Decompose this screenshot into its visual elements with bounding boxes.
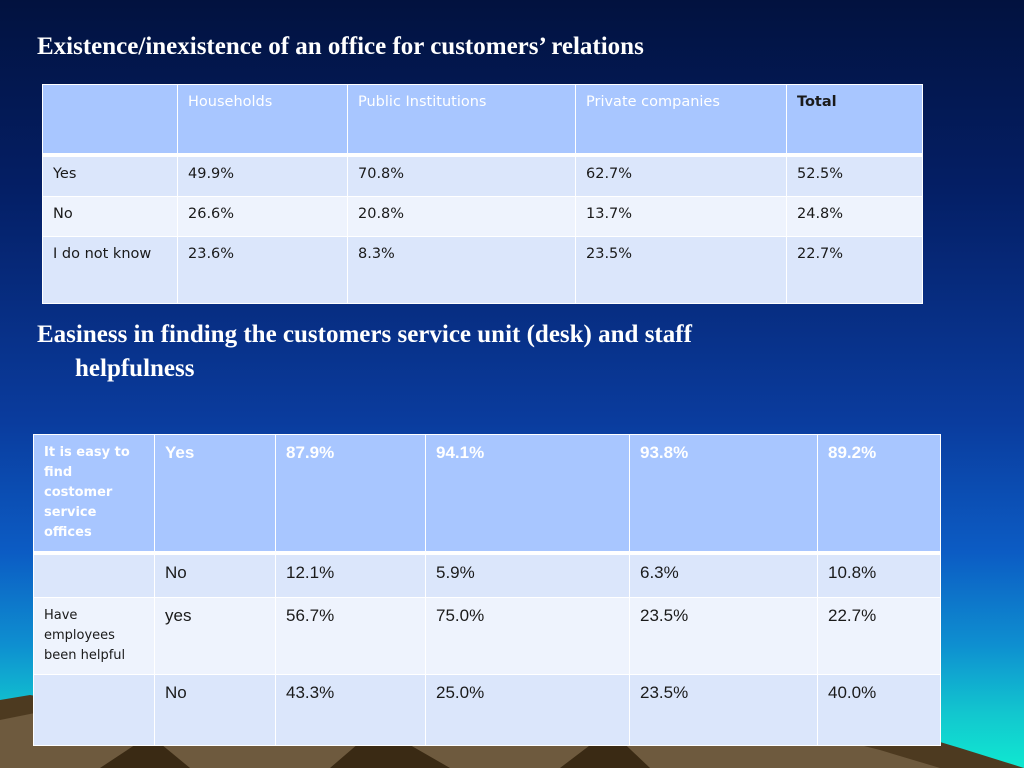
table-cell: No [154, 674, 276, 746]
table-cell: 75.0% [425, 597, 630, 675]
service-helpfulness-table: It is easy to find costomer service offi… [33, 434, 941, 746]
office-existence-table: Households Public Institutions Private c… [42, 84, 923, 304]
table-cell: yes [154, 597, 276, 675]
table-cell: 23.5% [575, 236, 787, 304]
table-cell: 87.9% [275, 434, 426, 555]
table-row: No 12.1% 5.9% 6.3% 10.8% [33, 552, 941, 598]
table-cell: 62.7% [575, 154, 787, 197]
row-label: I do not know [42, 236, 178, 304]
header-cell-public-institutions: Public Institutions [347, 84, 576, 157]
table-cell: 20.8% [347, 196, 576, 237]
slide-heading-office-existence: Existence/inexistence of an office for c… [37, 33, 644, 60]
heading-line-2: helpfulness [75, 355, 195, 382]
table-cell: 8.3% [347, 236, 576, 304]
table-cell: 13.7% [575, 196, 787, 237]
table-row: No 26.6% 20.8% 13.7% 24.8% [42, 196, 923, 237]
table-cell: 23.6% [177, 236, 348, 304]
table-cell: 93.8% [629, 434, 818, 555]
table-cell: 43.3% [275, 674, 426, 746]
table-cell: 12.1% [275, 552, 426, 598]
slide-heading-easiness-helpfulness: Easiness in finding the customers servic… [37, 318, 897, 386]
header-cell-total: Total [786, 84, 923, 157]
table-header-row: It is easy to find costomer service offi… [33, 434, 941, 555]
row-label: Yes [42, 154, 178, 197]
header-cell-private-companies: Private companies [575, 84, 787, 157]
table-cell: 10.8% [817, 552, 941, 598]
table-cell: 40.0% [817, 674, 941, 746]
table-cell: 6.3% [629, 552, 818, 598]
table-cell: 24.8% [786, 196, 923, 237]
row-label-empty [33, 552, 155, 598]
row-label: No [42, 196, 178, 237]
table-cell: 52.5% [786, 154, 923, 197]
header-cell-empty [42, 84, 178, 157]
table-cell: 70.8% [347, 154, 576, 197]
table-cell: 94.1% [425, 434, 630, 555]
table-cell: 22.7% [786, 236, 923, 304]
table-cell: 22.7% [817, 597, 941, 675]
table-cell: 23.5% [629, 674, 818, 746]
table-cell: 23.5% [629, 597, 818, 675]
table-cell: 89.2% [817, 434, 941, 555]
table-header-row: Households Public Institutions Private c… [42, 84, 923, 157]
table-row: I do not know 23.6% 8.3% 23.5% 22.7% [42, 236, 923, 304]
table-cell: 56.7% [275, 597, 426, 675]
table-row: No 43.3% 25.0% 23.5% 40.0% [33, 674, 941, 746]
header-cell-households: Households [177, 84, 348, 157]
row-label-empty [33, 674, 155, 746]
heading-line-1: Easiness in finding the customers servic… [37, 321, 692, 348]
table-row: Yes 49.9% 70.8% 62.7% 52.5% [42, 154, 923, 197]
table-cell: 5.9% [425, 552, 630, 598]
table-cell: No [154, 552, 276, 598]
row-label-employees-helpful: Have employees been helpful [33, 597, 155, 675]
row-label-easy-to-find: It is easy to find costomer service offi… [33, 434, 155, 555]
table-cell: Yes [154, 434, 276, 555]
table-row: Have employees been helpful yes 56.7% 75… [33, 597, 941, 675]
table-cell: 25.0% [425, 674, 630, 746]
table-cell: 26.6% [177, 196, 348, 237]
table-cell: 49.9% [177, 154, 348, 197]
